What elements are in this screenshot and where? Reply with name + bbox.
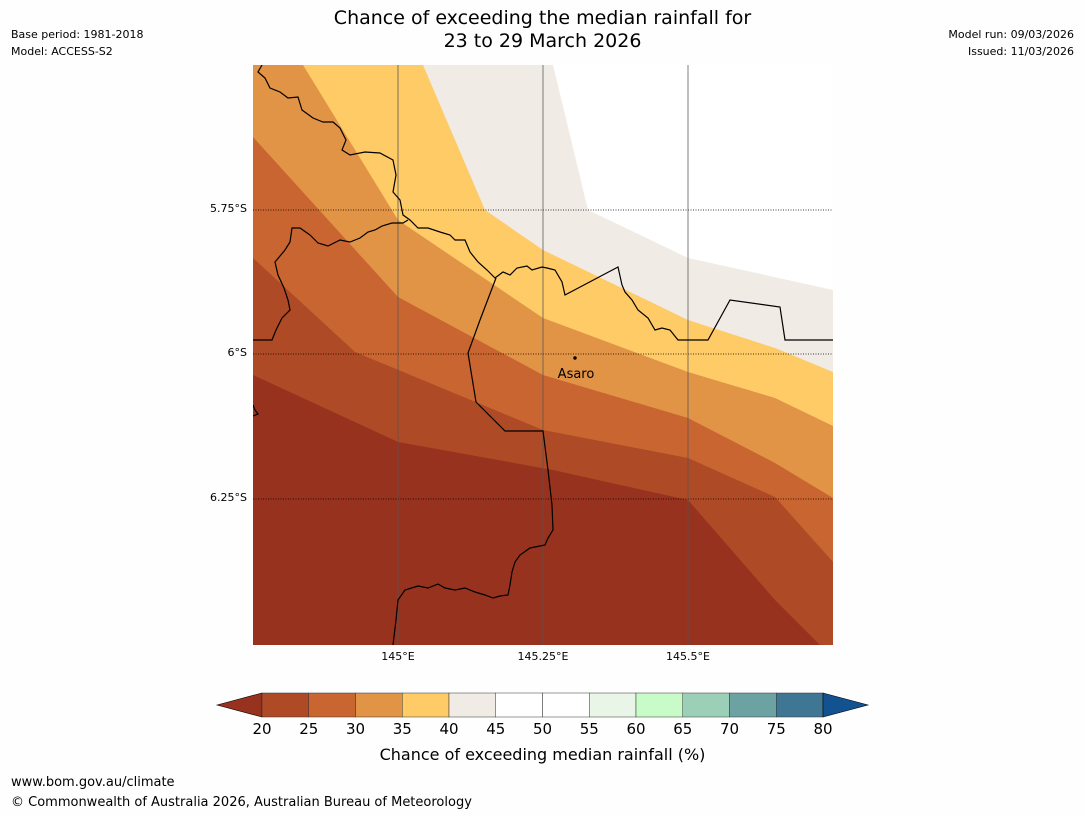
colorbar-tick-30: 30 <box>345 720 366 738</box>
colorbar-tick-80: 80 <box>813 720 833 738</box>
province-boundary-north <box>257 65 833 341</box>
lon-label-145-25: 145.25°E <box>517 650 569 663</box>
colorbar-segment-75-80 <box>776 692 824 718</box>
colorbar-segment-60-65 <box>635 692 683 718</box>
issued-date: Issued: 11/03/2026 <box>967 45 1074 58</box>
lat-label-6: 6°S <box>227 346 247 359</box>
meta-left: Base period: 1981-2018 Model: ACCESS-S2 <box>11 26 143 60</box>
colorbar-segment-35-40 <box>402 692 450 718</box>
lon-label-145-5: 145.5°E <box>666 650 710 663</box>
colorbar-segment-40-45 <box>448 692 496 718</box>
colorbar-tick-55: 55 <box>579 720 599 738</box>
title-line-2: 23 to 29 March 2026 <box>443 30 642 52</box>
band-45-plus <box>553 65 833 290</box>
place-marker <box>573 356 577 360</box>
colorbar-label: Chance of exceeding median rainfall (%) <box>379 745 706 764</box>
province-boundary-south <box>392 277 554 645</box>
colorbar-tick-45: 45 <box>486 720 506 738</box>
colorbar-tick-65: 65 <box>673 720 693 738</box>
province-boundary-west <box>253 219 409 341</box>
footer-copyright: © Commonwealth of Australia 2026, Austra… <box>11 795 472 810</box>
model-name: Model: ACCESS-S2 <box>11 45 113 58</box>
colorbar-tick-70: 70 <box>719 720 740 738</box>
model-run: Model run: 09/03/2026 <box>948 28 1074 41</box>
colorbar-tick-60: 60 <box>626 720 646 738</box>
colorbar-tick-75: 75 <box>766 720 786 738</box>
lon-label-145: 145°E <box>381 650 415 663</box>
colorbar-segment-50-55 <box>542 692 590 718</box>
meta-right: Model run: 09/03/2026 Issued: 11/03/2026 <box>948 26 1074 60</box>
footer-url: www.bom.gov.au/climate <box>11 775 175 790</box>
colorbar-tick-40: 40 <box>439 720 459 738</box>
colorbar-segment-25-30 <box>308 692 356 718</box>
chart-title: Chance of exceeding the median rainfall … <box>0 7 1085 53</box>
colorbar-segment-30-35 <box>355 692 403 718</box>
colorbar-segment-70-75 <box>729 692 777 718</box>
lat-label-6-25: 6.25°S <box>210 491 247 504</box>
colorbar-tick-25: 25 <box>299 720 319 738</box>
colorbar-segment-20-25 <box>261 692 309 718</box>
colorbar-tick-20: 20 <box>252 720 272 738</box>
province-boundary-edge <box>253 404 259 417</box>
colorbar-tick-50: 50 <box>532 720 553 738</box>
base-period: Base period: 1981-2018 <box>11 28 144 41</box>
place-label: Asaro <box>558 367 595 382</box>
colorbar-over-arrow <box>822 692 870 718</box>
lat-label-5-75: 5.75°S <box>210 202 247 215</box>
colorbar-segment-45-50 <box>495 692 543 718</box>
colorbar-segment-65-70 <box>682 692 730 718</box>
colorbar-under-arrow <box>215 692 263 718</box>
colorbar-tick-35: 35 <box>392 720 412 738</box>
colorbar-segment-55-60 <box>589 692 637 718</box>
title-line-1: Chance of exceeding the median rainfall … <box>333 7 752 29</box>
